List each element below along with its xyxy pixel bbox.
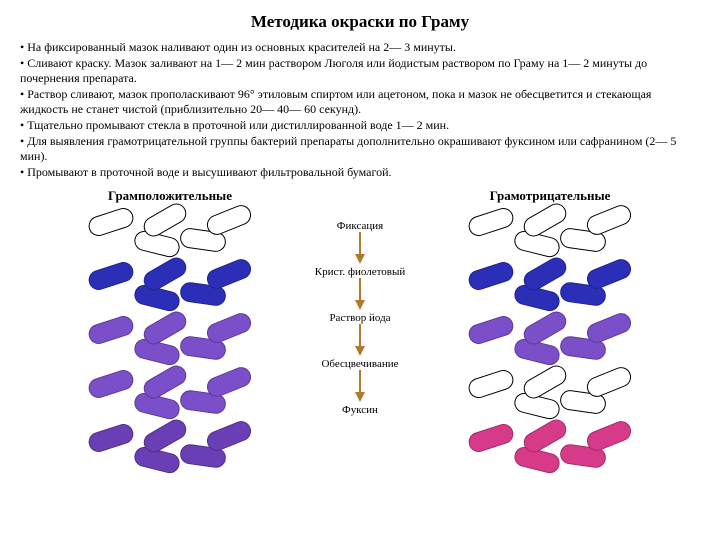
- bullet-item: • Сливают краску. Мазок заливают на 1— 2…: [20, 56, 700, 87]
- bacteria-cell: [584, 418, 634, 454]
- step-label: Обесцвечивание: [321, 358, 398, 370]
- step-label: Фиксация: [337, 220, 383, 232]
- down-arrow-icon: [353, 370, 367, 402]
- left-header: Грамположительные: [70, 188, 270, 204]
- bullet-item: • Раствор сливают, мазок прополаскивают …: [20, 87, 700, 118]
- bacteria-cell: [466, 260, 516, 293]
- cell-cluster: [80, 316, 260, 370]
- bacteria-cell: [86, 206, 136, 239]
- step-label: Фуксин: [342, 404, 378, 416]
- step-label: Раствор йода: [329, 312, 390, 324]
- step-label: Крист. фиолетовый: [315, 266, 405, 278]
- cell-cluster: [460, 316, 640, 370]
- bacteria-cell: [584, 202, 634, 238]
- bacteria-cell: [86, 422, 136, 455]
- down-arrow-icon: [353, 232, 367, 264]
- bacteria-cell: [584, 256, 634, 292]
- bacteria-cell: [204, 202, 254, 238]
- cell-cluster: [80, 208, 260, 262]
- cell-cluster: [80, 424, 260, 478]
- bacteria-cell: [86, 260, 136, 293]
- bacteria-cell: [466, 422, 516, 455]
- right-column: Грамотрицательные: [450, 188, 650, 478]
- bullet-item: • На фиксированный мазок наливают один и…: [20, 40, 700, 56]
- right-header: Грамотрицательные: [450, 188, 650, 204]
- bacteria-cell: [466, 314, 516, 347]
- cell-cluster: [80, 262, 260, 316]
- cell-cluster: [460, 262, 640, 316]
- diagram: Грамположительные Фиксация Крист. фиолето…: [20, 188, 700, 478]
- center-steps: Фиксация Крист. фиолетовый Раствор йода Обе…: [300, 188, 420, 478]
- cell-cluster: [80, 370, 260, 424]
- bacteria-cell: [466, 206, 516, 239]
- bacteria-cell: [86, 368, 136, 401]
- bacteria-cell: [584, 364, 634, 400]
- down-arrow-icon: [353, 324, 367, 356]
- cell-cluster: [460, 424, 640, 478]
- page-title: Методика окраски по Граму: [20, 12, 700, 32]
- bullet-item: • Промывают в проточной воде и высушиваю…: [20, 165, 700, 181]
- bacteria-cell: [86, 314, 136, 347]
- bacteria-cell: [584, 310, 634, 346]
- bullet-item: • Для выявления грамотрицательной группы…: [20, 134, 700, 165]
- bacteria-cell: [204, 418, 254, 454]
- bullet-list: • На фиксированный мазок наливают один и…: [20, 40, 700, 180]
- cell-cluster: [460, 208, 640, 262]
- bullet-item: • Тщательно промывают стекла в проточной…: [20, 118, 700, 134]
- left-column: Грамположительные: [70, 188, 270, 478]
- bacteria-cell: [204, 364, 254, 400]
- down-arrow-icon: [353, 278, 367, 310]
- cell-cluster: [460, 370, 640, 424]
- bacteria-cell: [466, 368, 516, 401]
- bacteria-cell: [204, 310, 254, 346]
- bacteria-cell: [204, 256, 254, 292]
